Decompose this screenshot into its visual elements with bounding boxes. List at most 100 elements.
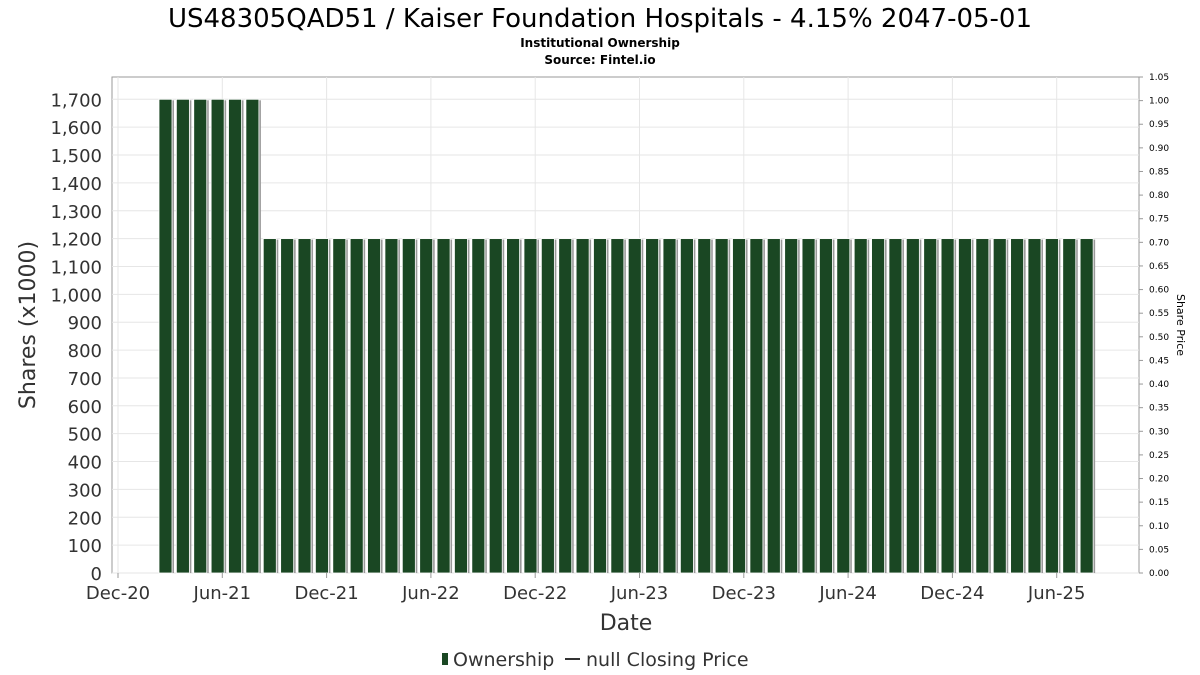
ownership-bar	[923, 238, 938, 574]
y2-tick-label: 0.20	[1149, 475, 1169, 485]
y2-tick-label: 0.95	[1149, 120, 1169, 130]
y2-tick-label: 0.90	[1149, 144, 1169, 154]
ownership-bar	[697, 238, 712, 574]
x-tick-label: Jun-24	[818, 583, 877, 604]
x-tick-label: Jun-21	[193, 583, 252, 604]
y2-axis-title: Share Price	[1174, 294, 1187, 356]
y2-tick-label: 0.05	[1149, 545, 1169, 555]
x-tick-label: Dec-24	[920, 583, 984, 604]
y2-tick-label: 0.10	[1149, 522, 1169, 532]
ownership-bar	[280, 238, 295, 574]
ownership-bar	[228, 98, 242, 574]
x-tick-label: Jun-23	[610, 583, 669, 604]
legend-price-label: null Closing Price	[586, 649, 749, 671]
y2-tick-label: 0.55	[1149, 309, 1169, 319]
y-tick-label: 1,600	[50, 118, 102, 139]
ownership-bar	[332, 238, 347, 574]
ownership-bar	[401, 238, 416, 574]
ownership-bar	[819, 238, 833, 574]
y2-tick-label: 0.35	[1149, 404, 1169, 414]
y2-tick-label: 0.75	[1149, 215, 1169, 225]
legend-ownership-swatch	[442, 653, 448, 665]
ownership-bar	[593, 238, 607, 574]
y-tick-label: 700	[68, 369, 102, 390]
ownership-bar	[940, 238, 955, 574]
y2-tick-label: 0.80	[1149, 191, 1169, 201]
y-tick-label: 200	[68, 508, 102, 529]
y-tick-label: 1,500	[50, 146, 102, 167]
x-tick-label: Dec-20	[86, 583, 150, 604]
ownership-bar	[193, 98, 208, 574]
x-tick-label: Dec-21	[294, 583, 358, 604]
ownership-bar	[958, 238, 972, 574]
y2-tick-label: 1.00	[1149, 97, 1169, 107]
ownership-bar	[471, 238, 486, 574]
y2-tick-label: 0.60	[1149, 286, 1169, 296]
y2-tick-label: 0.15	[1149, 498, 1169, 508]
ownership-bar	[888, 238, 903, 574]
ownership-bar	[315, 238, 329, 574]
ownership-bar	[540, 238, 555, 574]
ownership-bar	[680, 238, 694, 574]
ownership-bar	[419, 238, 434, 574]
y2-tick-label: 0.50	[1149, 333, 1169, 343]
y2-tick-label: 1.05	[1149, 73, 1169, 83]
y-tick-label: 300	[68, 480, 102, 501]
ownership-bar	[1044, 238, 1059, 574]
ownership-bar	[349, 238, 364, 574]
ownership-bar	[175, 98, 190, 574]
ownership-bar	[784, 238, 799, 574]
y-tick-label: 1,700	[50, 90, 102, 111]
chart-title: US48305QAD51 / Kaiser Foundation Hospita…	[168, 4, 1032, 34]
ownership-bar	[905, 238, 920, 574]
ownership-bar	[732, 238, 746, 574]
y-tick-label: 800	[68, 341, 102, 362]
ownership-bar	[801, 238, 816, 574]
ownership-bar	[488, 238, 503, 574]
y-tick-label: 1,000	[50, 285, 102, 306]
x-tick-label: Jun-22	[401, 583, 460, 604]
ownership-bar	[627, 238, 642, 574]
y2-tick-label: 0.25	[1149, 451, 1169, 461]
ownership-bar	[853, 238, 868, 574]
ownership-bar	[749, 238, 764, 574]
ownership-bar	[454, 238, 468, 574]
y2-tick-label: 0.70	[1149, 238, 1169, 248]
ownership-bar	[210, 98, 225, 574]
chart-subtitle: Institutional Ownership	[520, 36, 680, 50]
ownership-bar	[245, 98, 260, 574]
ownership-bar	[384, 238, 399, 574]
ownership-bar	[158, 98, 173, 574]
ownership-bar	[575, 238, 590, 574]
ownership-bar	[975, 238, 990, 574]
ownership-bar	[262, 238, 277, 574]
y-tick-label: 900	[68, 313, 102, 334]
ownership-bar	[297, 238, 312, 574]
ownership-bar	[1027, 238, 1042, 574]
ownership-bar	[836, 238, 851, 574]
ownership-bar	[436, 238, 451, 574]
ownership-bar	[558, 238, 573, 574]
ownership-bar	[506, 238, 521, 574]
y2-tick-label: 0.65	[1149, 262, 1169, 272]
x-tick-label: Dec-22	[503, 583, 567, 604]
y-tick-label: 0	[91, 564, 102, 585]
ownership-bar	[523, 238, 538, 574]
ownership-bar	[992, 238, 1007, 574]
x-axis-title: Date	[600, 611, 653, 636]
y-tick-label: 100	[68, 536, 102, 557]
y-tick-label: 1,300	[50, 202, 102, 223]
ownership-bar	[367, 238, 381, 574]
chart-source: Source: Fintel.io	[544, 53, 655, 67]
y2-tick-label: 0.00	[1149, 569, 1169, 579]
x-tick-label: Dec-23	[712, 583, 776, 604]
y-tick-label: 1,400	[50, 174, 102, 195]
y2-tick-label: 0.40	[1149, 380, 1169, 390]
ownership-bar	[645, 238, 660, 574]
ownership-bar	[610, 238, 625, 574]
ownership-bar	[871, 238, 885, 574]
y-axis-title: Shares (x1000)	[16, 241, 41, 409]
ownership-bar	[1062, 238, 1077, 574]
ownership-bar	[714, 238, 729, 574]
